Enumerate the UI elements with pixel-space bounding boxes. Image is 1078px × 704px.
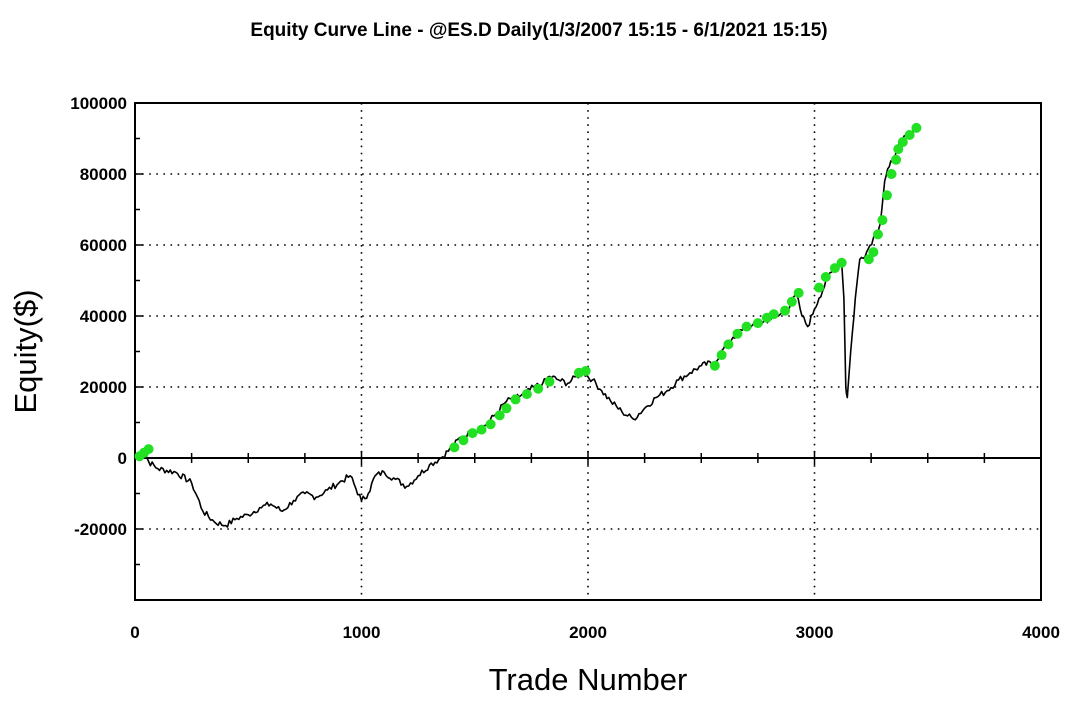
- new-high-marker: [886, 169, 897, 179]
- x-tick-label: 0: [130, 623, 139, 642]
- new-high-marker: [544, 376, 555, 387]
- y-tick-label: 60000: [80, 236, 127, 255]
- new-high-marker: [768, 309, 779, 320]
- new-high-marker: [911, 122, 922, 133]
- new-high-markers: [134, 122, 922, 462]
- new-high-marker: [709, 360, 720, 371]
- x-axis-title: Trade Number: [489, 662, 688, 697]
- new-high-marker: [904, 129, 915, 140]
- new-high-marker: [752, 318, 763, 329]
- x-tick-label: 3000: [796, 623, 834, 642]
- new-high-marker: [485, 419, 496, 430]
- y-tick-label: 100000: [70, 94, 127, 113]
- new-high-marker: [891, 154, 902, 165]
- x-tick-label: 2000: [569, 623, 607, 642]
- new-high-marker: [893, 144, 904, 155]
- new-high-marker: [814, 282, 825, 293]
- new-high-marker: [863, 254, 874, 265]
- new-high-marker: [881, 190, 892, 201]
- y-tick-label: 0: [118, 449, 127, 468]
- new-high-marker: [793, 287, 804, 298]
- new-high-marker: [449, 442, 460, 453]
- equity-line: [134, 127, 920, 528]
- x-tick-label: 4000: [1022, 623, 1060, 642]
- new-high-marker: [877, 215, 888, 226]
- new-high-marker: [786, 296, 797, 307]
- new-high-marker: [533, 383, 544, 394]
- y-axis-title: Equity($): [8, 289, 43, 413]
- new-high-marker: [580, 366, 591, 377]
- new-high-marker: [897, 137, 908, 148]
- new-high-marker: [741, 321, 752, 332]
- new-high-marker: [510, 394, 521, 405]
- new-high-marker: [723, 339, 734, 350]
- axis-ticks: [134, 102, 1042, 601]
- grid-lines: [135, 103, 1041, 600]
- new-high-marker: [467, 428, 478, 439]
- new-high-marker: [476, 424, 487, 435]
- new-high-marker: [829, 263, 840, 274]
- tick-labels: 0 1000 2000 3000 4000 -20000 0 20000 40000 60000 8…: [70, 94, 1060, 642]
- y-tick-label: 80000: [80, 165, 127, 184]
- new-high-marker: [868, 247, 879, 258]
- y-tick-label: 40000: [80, 307, 127, 326]
- new-high-marker: [143, 444, 154, 455]
- new-high-marker: [872, 229, 883, 240]
- new-high-marker: [716, 350, 727, 361]
- chart-title: Equity Curve Line - @ES.D Daily(1/3/2007…: [250, 20, 828, 41]
- y-tick-label: -20000: [74, 520, 127, 539]
- new-high-marker: [494, 410, 505, 421]
- new-high-marker: [732, 328, 743, 339]
- new-high-marker: [836, 257, 847, 268]
- new-high-marker: [780, 305, 791, 316]
- new-high-marker: [521, 389, 532, 400]
- new-high-marker: [820, 271, 831, 282]
- x-tick-label: 1000: [343, 623, 381, 642]
- y-tick-label: 20000: [80, 378, 127, 397]
- new-high-marker: [458, 435, 469, 446]
- new-high-marker: [501, 403, 512, 414]
